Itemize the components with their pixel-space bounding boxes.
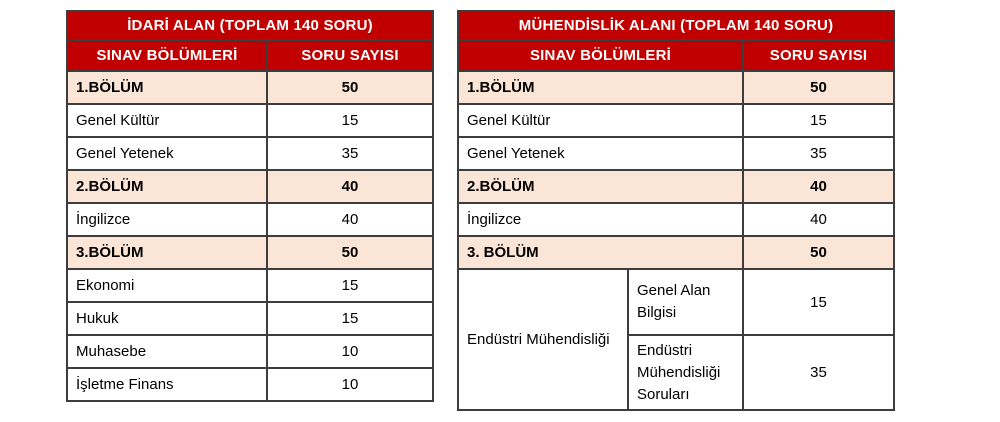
- row-label: Genel Yetenek: [457, 136, 744, 171]
- table-row: İngilizce 40: [457, 202, 896, 237]
- row-value: 15: [266, 103, 434, 138]
- row-label: Genel Yetenek: [66, 136, 268, 171]
- table-title: MÜHENDİSLİK ALANI (TOPLAM 140 SORU): [456, 10, 896, 41]
- row-label: Ekonomi: [66, 268, 268, 303]
- table-row: 1.BÖLÜM 50: [66, 70, 434, 105]
- row-label: İngilizce: [66, 202, 268, 237]
- group-label: Endüstri Mühendisliği: [457, 267, 629, 412]
- row-value: 35: [741, 136, 896, 171]
- muhendislik-alani-table: MÜHENDİSLİK ALANI (TOPLAM 140 SORU) SINA…: [456, 10, 896, 412]
- table-row: İşletme Finans 10: [66, 367, 434, 402]
- row-value: 50: [741, 235, 896, 270]
- page-body: İDARİ ALAN (TOPLAM 140 SORU) SINAV BÖLÜM…: [66, 10, 896, 412]
- row-label: 3. BÖLÜM: [457, 235, 744, 270]
- col-header-soru-sayisi: SORU SAYISI: [741, 39, 896, 72]
- table-row: Genel Kültür 15: [66, 103, 434, 138]
- col-header-soru-sayisi: SORU SAYISI: [266, 39, 434, 72]
- row-value: 35: [266, 136, 434, 171]
- row-label: Hukuk: [66, 301, 268, 336]
- table-title: İDARİ ALAN (TOPLAM 140 SORU): [66, 10, 434, 41]
- row-value: 50: [266, 70, 434, 105]
- row-label: İngilizce: [457, 202, 744, 237]
- subrow-value: 15: [741, 268, 896, 336]
- row-label: 1.BÖLÜM: [457, 70, 744, 105]
- row-label: 2.BÖLÜM: [66, 169, 268, 204]
- idari-alan-table: İDARİ ALAN (TOPLAM 140 SORU) SINAV BÖLÜM…: [66, 10, 434, 402]
- row-label: İşletme Finans: [66, 367, 268, 402]
- row-label: Genel Kültür: [457, 103, 744, 138]
- row-value: 10: [266, 367, 434, 402]
- row-label: 3.BÖLÜM: [66, 235, 268, 270]
- col-header-sinav-bolumleri: SINAV BÖLÜMLERİ: [66, 39, 268, 72]
- table-row: Genel Yetenek 35: [457, 136, 896, 171]
- table-title-row: MÜHENDİSLİK ALANI (TOPLAM 140 SORU): [456, 10, 896, 41]
- table-row: İngilizce 40: [66, 202, 434, 237]
- table-row: 3.BÖLÜM 50: [66, 235, 434, 270]
- row-label: 2.BÖLÜM: [457, 169, 744, 204]
- row-label: Muhasebe: [66, 334, 268, 369]
- row-value: 15: [741, 103, 896, 138]
- table-row: Genel Yetenek 35: [66, 136, 434, 171]
- table-header-row: SINAV BÖLÜMLERİ SORU SAYISI: [457, 39, 896, 72]
- row-value: 15: [266, 268, 434, 303]
- table-row: 2.BÖLÜM 40: [457, 169, 896, 204]
- table-row: 2.BÖLÜM 40: [66, 169, 434, 204]
- table-title-row: İDARİ ALAN (TOPLAM 140 SORU): [66, 10, 434, 41]
- table-row: Muhasebe 10: [66, 334, 434, 369]
- row-value: 50: [266, 235, 434, 270]
- table-row: Endüstri Mühendisliği Genel Alan Bilgisi…: [457, 267, 896, 412]
- col-header-sinav-bolumleri: SINAV BÖLÜMLERİ: [457, 39, 744, 72]
- table-row: Endüstri Mühendisliği Soruları 35: [458, 333, 896, 412]
- table-header-row: SINAV BÖLÜMLERİ SORU SAYISI: [66, 39, 434, 72]
- row-value: 10: [266, 334, 434, 369]
- row-value: 50: [741, 70, 896, 105]
- table-row: 3. BÖLÜM 50: [457, 235, 896, 270]
- table-row: 1.BÖLÜM 50: [457, 70, 896, 105]
- table-row: Ekonomi 15: [66, 268, 434, 303]
- subrow-label: Genel Alan Bilgisi: [627, 268, 744, 336]
- row-value: 40: [741, 169, 896, 204]
- row-value: 15: [266, 301, 434, 336]
- subrow-label: Endüstri Mühendisliği Soruları: [627, 333, 744, 412]
- table-row: Genel Kültür 15: [457, 103, 896, 138]
- table-row: Hukuk 15: [66, 301, 434, 336]
- row-label: 1.BÖLÜM: [66, 70, 268, 105]
- row-value: 40: [741, 202, 896, 237]
- row-label: Genel Kültür: [66, 103, 268, 138]
- subrow-value: 35: [741, 333, 896, 412]
- row-value: 40: [266, 169, 434, 204]
- row-value: 40: [266, 202, 434, 237]
